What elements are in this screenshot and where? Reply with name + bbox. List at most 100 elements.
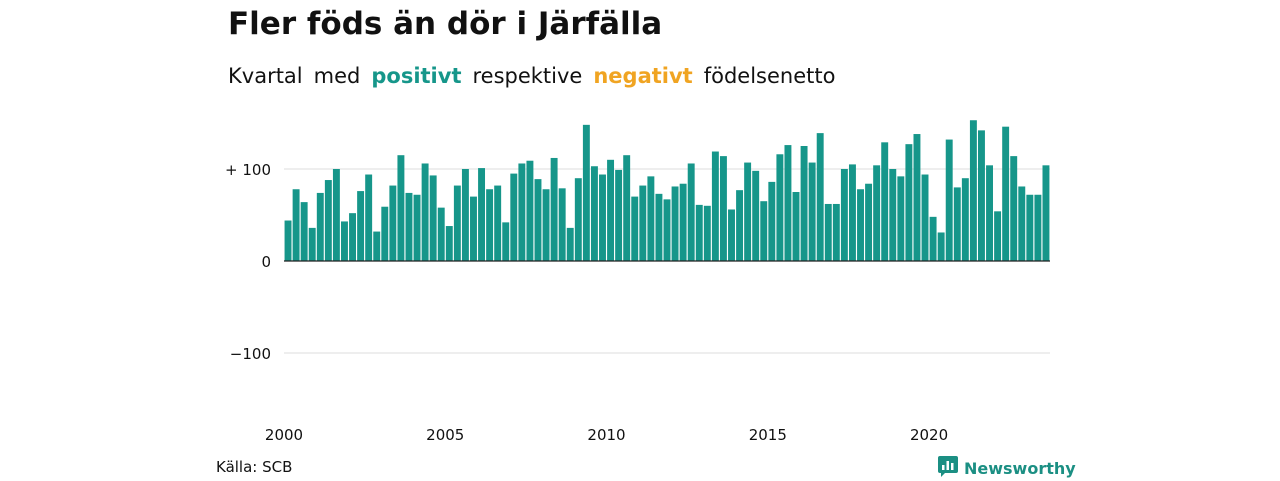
chart-subtitle: Kvartal med positivt respektive negativt föde…	[228, 64, 846, 88]
bar	[889, 169, 897, 261]
bar-chart-logo-icon	[938, 456, 958, 481]
x-tick-label: 2000	[265, 426, 303, 444]
bar	[437, 207, 445, 261]
bar	[453, 185, 461, 261]
x-tick-label: 2010	[587, 426, 625, 444]
bar	[284, 220, 292, 261]
bar	[945, 139, 953, 261]
bar	[558, 188, 566, 261]
bar	[631, 196, 639, 261]
bar	[639, 185, 647, 261]
bar	[582, 124, 590, 261]
bar	[518, 163, 526, 261]
bar	[1002, 126, 1010, 262]
bar	[857, 189, 864, 261]
bar	[719, 156, 727, 261]
bar	[486, 189, 494, 261]
bar	[534, 179, 542, 261]
bar	[365, 174, 373, 261]
bar	[961, 178, 969, 261]
brand-logo[interactable]: Newsworthy	[938, 456, 1076, 481]
bar	[703, 205, 711, 261]
bar	[316, 192, 324, 261]
bar	[808, 162, 816, 261]
bar	[768, 181, 776, 261]
bar	[921, 174, 929, 261]
bar	[937, 232, 945, 261]
bar	[969, 120, 977, 262]
bar	[848, 164, 856, 261]
bar	[389, 185, 397, 261]
bar	[687, 163, 695, 261]
x-tick-label: 2015	[749, 426, 787, 444]
chart-title: Fler föds än dör i Järfälla	[228, 6, 663, 42]
bar	[711, 151, 719, 261]
subtitle-word: med	[313, 64, 361, 88]
bar	[986, 165, 993, 261]
bar	[470, 196, 477, 261]
x-tick-label: 2005	[426, 426, 464, 444]
bar	[784, 145, 792, 261]
bar	[607, 159, 615, 261]
subtitle-word: Kvartal	[228, 64, 303, 88]
bar	[332, 169, 340, 261]
bar	[623, 155, 631, 261]
y-tick-label: 0	[261, 253, 271, 271]
bar	[357, 191, 365, 261]
bar	[671, 186, 679, 261]
bar	[776, 154, 784, 261]
bar	[381, 206, 389, 261]
bar	[615, 169, 623, 261]
bar	[655, 193, 663, 261]
bar	[760, 201, 768, 261]
bar	[526, 160, 534, 261]
bar	[413, 194, 421, 261]
y-tick-label: + 100	[225, 161, 271, 179]
subtitle-positive-label: positivt	[371, 64, 462, 88]
bar	[566, 227, 574, 261]
bar	[1034, 194, 1042, 261]
bar	[324, 180, 332, 261]
bar	[542, 189, 550, 261]
bar	[429, 175, 437, 261]
bar	[494, 185, 502, 261]
bar	[800, 146, 808, 261]
bar	[978, 130, 985, 261]
bar	[1018, 186, 1026, 261]
bar	[308, 227, 316, 261]
bar	[1026, 194, 1034, 261]
bar	[550, 157, 558, 261]
bar	[599, 174, 606, 261]
bar	[445, 226, 453, 261]
bar	[865, 183, 873, 261]
bar	[744, 162, 752, 261]
subtitle-word: respektive	[472, 64, 583, 88]
bar	[663, 199, 671, 261]
bar	[510, 173, 518, 261]
brand-name: Newsworthy	[964, 459, 1076, 478]
bar	[881, 142, 889, 261]
bar	[1010, 156, 1018, 261]
bar	[728, 209, 735, 261]
subtitle-word: födelsenetto	[703, 64, 836, 88]
bar	[679, 183, 687, 261]
bar	[405, 192, 413, 261]
bar	[816, 133, 824, 261]
bar	[341, 221, 348, 261]
y-tick-label: −100	[230, 345, 271, 363]
source-label: Källa: SCB	[216, 458, 293, 476]
bar	[905, 144, 913, 261]
bar	[752, 170, 760, 261]
bar	[994, 211, 1002, 261]
bar	[373, 231, 381, 261]
bar	[349, 213, 356, 261]
bar	[502, 222, 510, 261]
bar	[574, 178, 582, 261]
x-tick-label: 2020	[910, 426, 948, 444]
bar	[832, 203, 840, 261]
bar	[897, 176, 905, 261]
bar	[824, 203, 832, 261]
bar	[929, 216, 937, 261]
subtitle-negative-label: negativt	[593, 64, 693, 88]
